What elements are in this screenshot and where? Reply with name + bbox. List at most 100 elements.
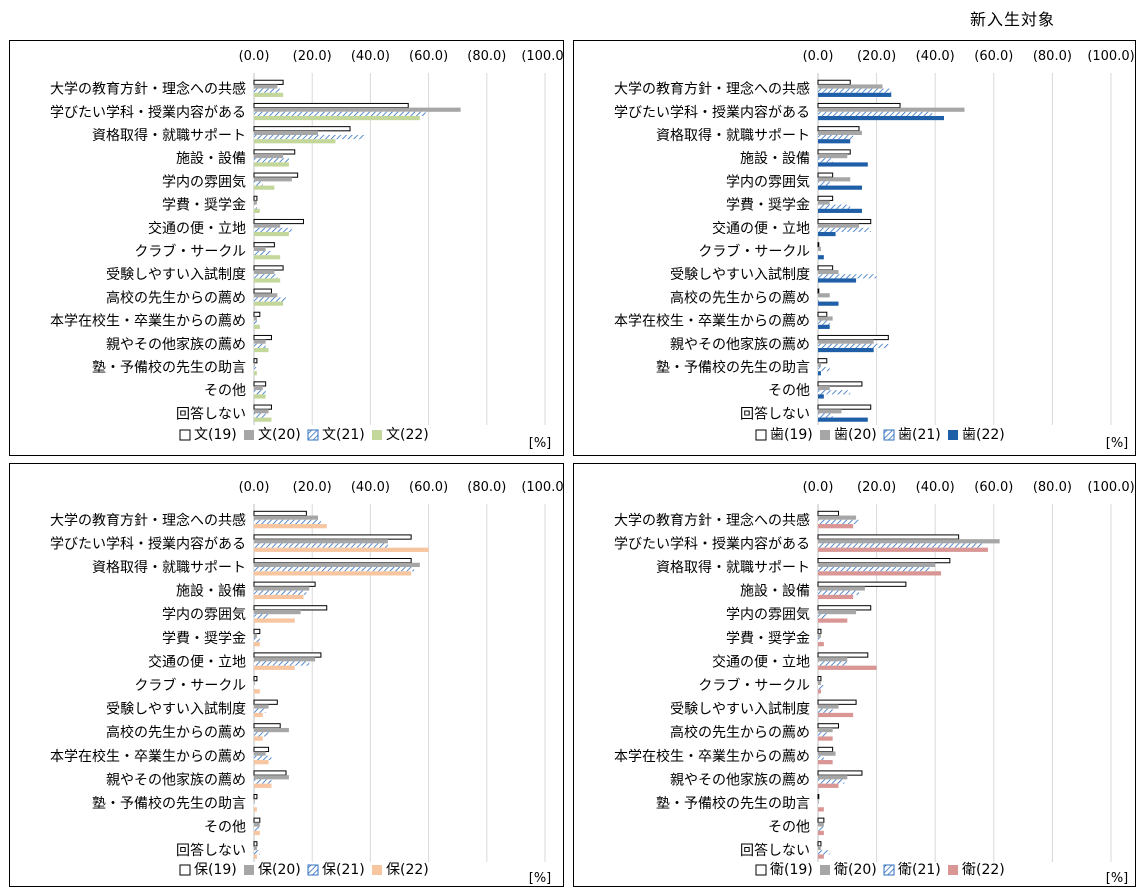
bar bbox=[818, 736, 833, 741]
bar bbox=[254, 779, 272, 784]
legend-swatch bbox=[307, 429, 319, 441]
bar bbox=[253, 510, 307, 517]
bar bbox=[817, 102, 901, 109]
x-tick-label: (100.0) bbox=[521, 480, 563, 495]
bar bbox=[254, 162, 289, 167]
category-label: その他 bbox=[768, 820, 810, 836]
category-label: 親やその他家族の薦め bbox=[670, 771, 810, 788]
category-label: 回答しない bbox=[740, 405, 810, 422]
legend-entry: 保(19) bbox=[194, 862, 237, 878]
category-label: 受験しやすい入試制度 bbox=[106, 267, 246, 283]
bar bbox=[818, 732, 827, 737]
bar bbox=[818, 845, 821, 851]
bar bbox=[817, 676, 822, 682]
bar bbox=[254, 246, 266, 251]
bar bbox=[253, 699, 278, 705]
bar bbox=[818, 158, 833, 163]
bar bbox=[254, 231, 289, 237]
bar bbox=[818, 685, 824, 690]
x-tick-label: (20.0) bbox=[293, 49, 332, 64]
bar bbox=[818, 92, 892, 97]
chart-panel-shi: (0.0) (20.0) (40.0) (60.0) (80.0) (100.0) 大学の教… bbox=[573, 40, 1136, 456]
bar bbox=[254, 185, 275, 190]
legend-entry: 衛(22) bbox=[962, 862, 1005, 878]
bar bbox=[817, 746, 834, 753]
bar bbox=[818, 642, 824, 647]
bar bbox=[818, 524, 854, 529]
bar bbox=[817, 534, 960, 540]
bar bbox=[818, 362, 821, 367]
bar bbox=[818, 343, 889, 348]
bar bbox=[818, 590, 860, 595]
bar bbox=[254, 798, 255, 803]
category-label: 大学の教育方針・理念への共感 bbox=[614, 512, 810, 529]
legend-swatch bbox=[820, 430, 830, 440]
bar bbox=[818, 223, 860, 228]
x-tick-label: (80.0) bbox=[1033, 49, 1072, 64]
bar bbox=[253, 746, 270, 753]
bar bbox=[818, 227, 871, 232]
bar bbox=[818, 347, 874, 353]
bar bbox=[818, 680, 821, 685]
bar bbox=[818, 665, 877, 670]
bar bbox=[818, 571, 942, 576]
bar bbox=[818, 618, 848, 623]
bar bbox=[818, 727, 833, 733]
category-label: クラブ・サークル bbox=[134, 243, 246, 260]
bar bbox=[818, 181, 830, 186]
category-label: 本学在校生・卒業生からの薦め bbox=[614, 313, 810, 330]
bar bbox=[818, 208, 862, 213]
bar bbox=[818, 413, 833, 418]
category-label: 交通の便・立地 bbox=[148, 653, 246, 670]
bar bbox=[253, 242, 275, 248]
bar bbox=[818, 783, 839, 788]
x-tick-label: (100.0) bbox=[1087, 480, 1134, 495]
bar bbox=[818, 760, 833, 765]
bar bbox=[253, 817, 261, 823]
bar bbox=[254, 661, 310, 666]
bar bbox=[817, 265, 834, 271]
bar bbox=[254, 633, 257, 638]
bar bbox=[818, 803, 819, 808]
bar bbox=[818, 390, 851, 395]
legend-entry: 衛(20) bbox=[834, 862, 877, 878]
bar bbox=[817, 794, 820, 800]
bar bbox=[254, 316, 257, 321]
x-tick-label: (20.0) bbox=[857, 49, 896, 64]
legend-entry: 衛(21) bbox=[898, 862, 941, 878]
category-label: クラブ・サークル bbox=[134, 677, 246, 694]
bar bbox=[253, 102, 409, 109]
legend-swatch bbox=[883, 864, 895, 876]
bar bbox=[254, 130, 319, 135]
unit-label: [%] bbox=[1106, 436, 1129, 451]
bar bbox=[254, 680, 255, 685]
bar bbox=[253, 581, 316, 587]
bar bbox=[254, 845, 257, 851]
bar bbox=[253, 534, 412, 540]
bar bbox=[818, 339, 874, 344]
bar bbox=[817, 817, 825, 823]
bar bbox=[818, 251, 819, 256]
category-label: 塾・予備校の先生の助言 bbox=[656, 359, 810, 376]
bar bbox=[253, 723, 281, 729]
category-label: 資格取得・就職サポート bbox=[656, 559, 810, 576]
bar bbox=[818, 278, 857, 283]
bar bbox=[254, 251, 272, 256]
bar bbox=[254, 751, 266, 756]
category-label: 施設・設備 bbox=[176, 584, 246, 600]
category-label: 本学在校生・卒業生からの薦め bbox=[50, 748, 246, 765]
bar bbox=[818, 177, 851, 182]
legend-swatch bbox=[372, 430, 382, 440]
bar bbox=[254, 270, 275, 275]
bar bbox=[254, 685, 255, 690]
bar bbox=[817, 699, 857, 705]
bar bbox=[254, 362, 255, 367]
bar bbox=[254, 712, 263, 718]
bar bbox=[818, 807, 824, 812]
legend-swatch bbox=[820, 865, 830, 875]
category-label: 学びたい学科・授業内容がある bbox=[50, 104, 246, 121]
page-subtitle: 新入生対象 bbox=[970, 10, 1056, 29]
category-label: クラブ・サークル bbox=[698, 243, 810, 260]
legend-entry: 歯(20) bbox=[834, 427, 877, 443]
bar bbox=[254, 543, 388, 548]
